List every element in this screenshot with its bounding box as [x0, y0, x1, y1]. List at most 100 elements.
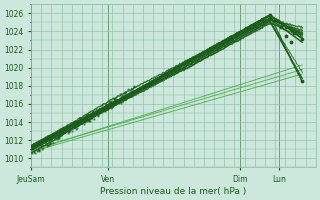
Point [103, 103, 108, 106]
Point [113, 95, 118, 99]
Point [130, 87, 135, 90]
Point [123, 90, 128, 93]
Point [103, 109, 108, 112]
Point [127, 91, 132, 94]
Point [44, 142, 49, 145]
Point [65, 128, 70, 131]
Point [66, 130, 71, 134]
Point [73, 125, 78, 128]
Point [31, 151, 36, 154]
Point [42, 140, 47, 143]
Point [204, 49, 209, 52]
Point [39, 147, 44, 150]
Point [47, 142, 52, 145]
Point [119, 97, 124, 100]
Point [196, 53, 201, 57]
Point [75, 124, 80, 127]
Point [46, 138, 51, 141]
Point [93, 108, 99, 111]
Point [44, 136, 49, 140]
Point [62, 130, 68, 133]
Point [56, 135, 61, 138]
Point [54, 138, 59, 141]
Point [90, 110, 95, 113]
Point [54, 135, 59, 138]
Point [244, 27, 249, 30]
Point [38, 143, 44, 147]
Point [91, 117, 96, 120]
Point [56, 136, 61, 140]
Point [56, 134, 61, 137]
Point [83, 116, 88, 119]
Point [103, 109, 108, 112]
Point [112, 97, 117, 101]
Point [45, 136, 51, 139]
Point [73, 125, 78, 128]
Point [108, 99, 114, 102]
Point [90, 114, 95, 117]
Point [33, 151, 38, 154]
Point [125, 93, 130, 96]
Point [32, 144, 37, 147]
Point [82, 121, 87, 124]
Point [278, 25, 283, 28]
Point [29, 151, 34, 154]
Point [52, 137, 58, 140]
Point [78, 116, 83, 119]
Point [78, 121, 83, 124]
Point [103, 110, 108, 113]
Point [35, 148, 40, 152]
Point [32, 144, 37, 148]
Point [93, 109, 98, 112]
Point [99, 104, 104, 107]
Point [77, 118, 83, 121]
Point [37, 140, 43, 143]
Point [36, 148, 41, 151]
Point [65, 131, 70, 134]
Point [36, 142, 41, 145]
Point [96, 111, 101, 114]
Point [107, 101, 112, 104]
Point [95, 110, 100, 114]
Point [72, 119, 77, 123]
Point [35, 150, 40, 153]
Point [45, 143, 51, 147]
Point [116, 100, 121, 103]
Point [126, 88, 131, 91]
Point [30, 146, 35, 150]
Point [72, 125, 77, 128]
Point [80, 122, 85, 125]
Point [57, 133, 62, 136]
Point [42, 141, 47, 144]
Point [102, 104, 108, 107]
Point [88, 117, 93, 120]
Point [101, 107, 106, 110]
Point [131, 86, 136, 89]
Point [276, 20, 281, 23]
Point [82, 118, 87, 121]
Point [77, 118, 83, 121]
Point [75, 124, 80, 127]
Point [95, 114, 100, 117]
X-axis label: Pression niveau de la mer( hPa ): Pression niveau de la mer( hPa ) [100, 187, 247, 196]
Point [29, 147, 34, 150]
Point [172, 67, 177, 70]
Point [164, 71, 169, 75]
Point [106, 106, 111, 110]
Point [131, 85, 136, 88]
Point [66, 125, 71, 128]
Point [113, 98, 118, 101]
Point [60, 132, 66, 135]
Point [46, 143, 51, 147]
Point [289, 41, 294, 44]
Point [86, 118, 91, 122]
Point [122, 91, 127, 94]
Point [80, 116, 85, 119]
Point [65, 124, 70, 127]
Point [92, 115, 97, 118]
Point [98, 110, 103, 113]
Point [129, 91, 134, 94]
Point [53, 133, 59, 136]
Point [284, 25, 289, 29]
Point [126, 93, 131, 97]
